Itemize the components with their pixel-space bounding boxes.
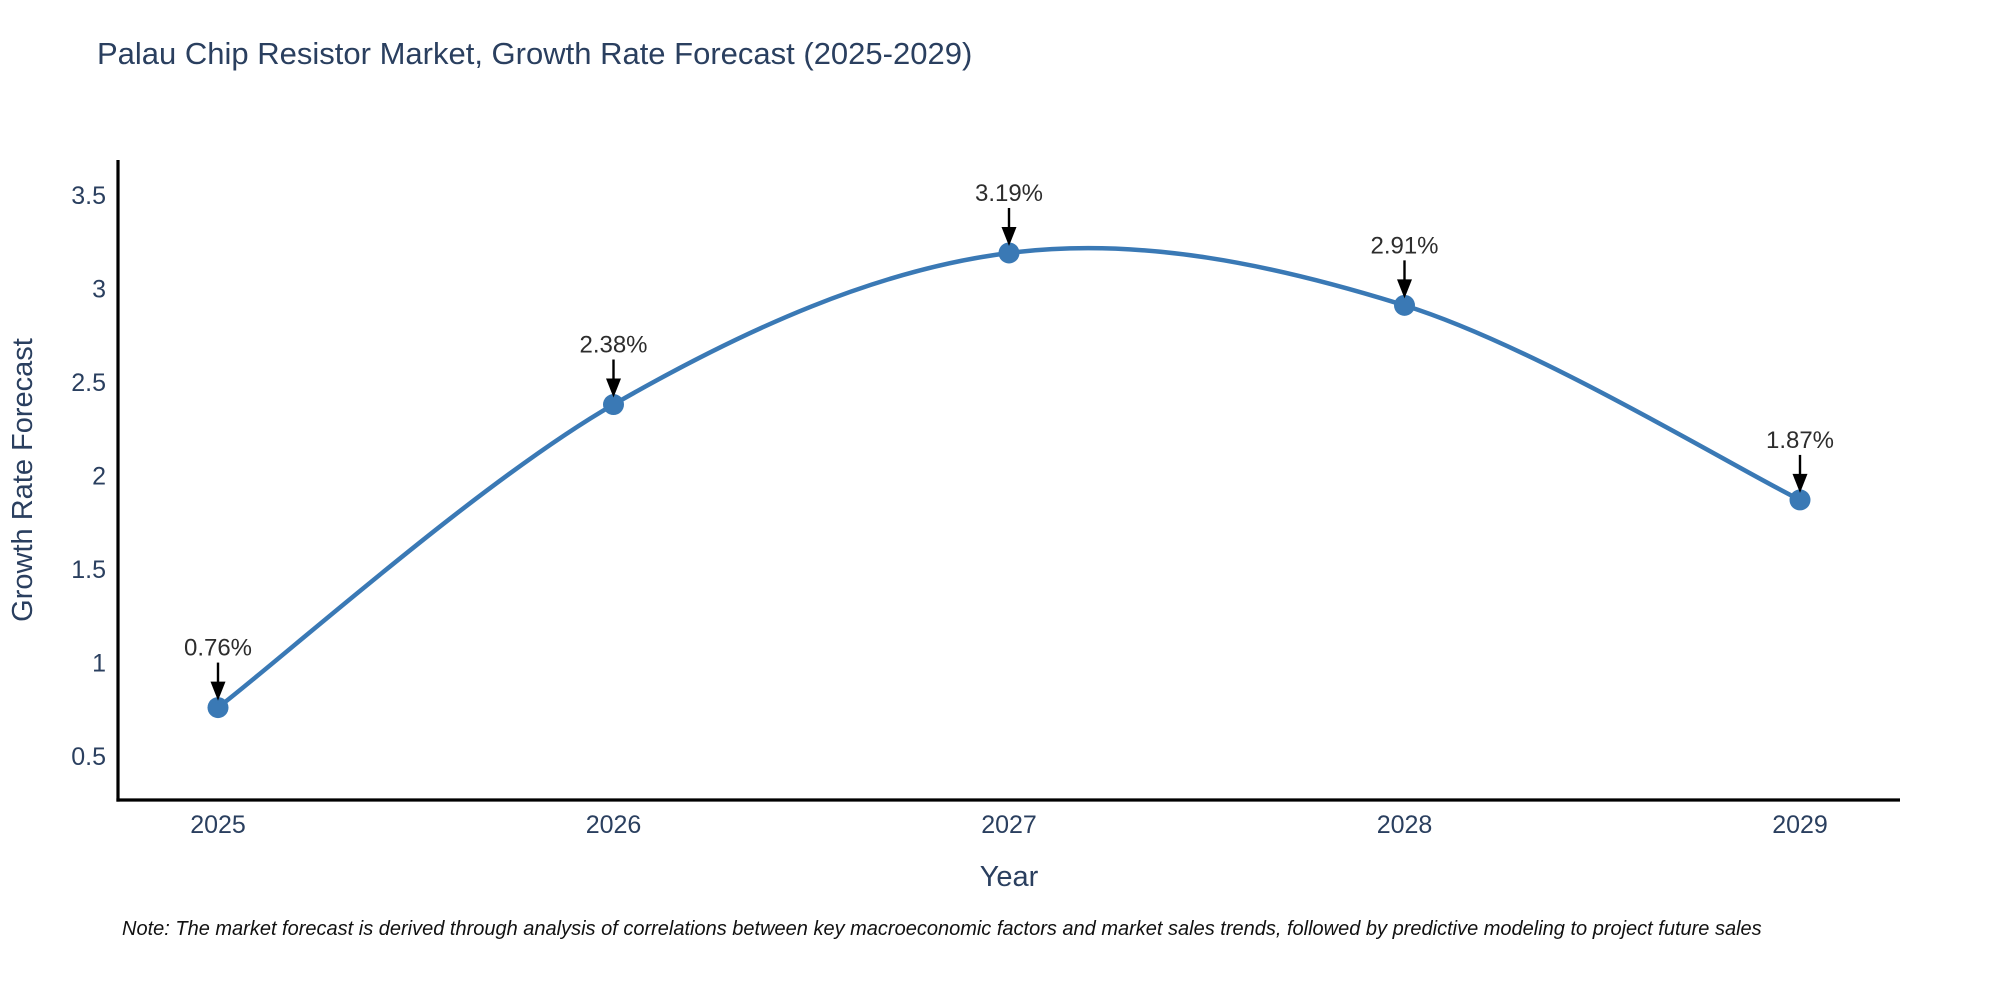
annotation-arrowhead-icon <box>1001 226 1017 246</box>
y-tick-label: 3.5 <box>71 182 106 210</box>
data-point-marker[interactable] <box>207 697 229 719</box>
y-tick-label: 2 <box>92 463 106 491</box>
x-tick-label: 2027 <box>981 811 1037 839</box>
data-point-label: 0.76% <box>184 635 252 662</box>
forecast-line <box>215 245 1803 710</box>
chart-title: Palau Chip Resistor Market, Growth Rate … <box>97 36 973 71</box>
data-point-marker[interactable] <box>998 242 1020 264</box>
y-tick-label: 3 <box>92 276 106 304</box>
x-tick-label: 2025 <box>190 811 246 839</box>
annotation-arrowhead-icon <box>1792 473 1808 493</box>
y-axis-title: Growth Rate Forecast <box>7 338 39 622</box>
annotation-arrowhead-icon <box>1397 279 1412 299</box>
y-tick-label: 2.5 <box>71 369 106 397</box>
data-point-label: 3.19% <box>975 180 1043 207</box>
data-point-label: 1.87% <box>1766 427 1834 454</box>
data-point-marker[interactable] <box>603 394 624 416</box>
x-axis-title: Year <box>980 861 1039 893</box>
x-tick-label: 2029 <box>1772 811 1828 839</box>
y-tick-label: 1 <box>92 650 106 678</box>
y-tick-label: 1.5 <box>71 556 106 584</box>
data-point-marker[interactable] <box>1789 489 1811 511</box>
data-point-marker[interactable] <box>1394 294 1415 316</box>
footnote: Note: The market forecast is derived thr… <box>122 918 1762 940</box>
x-tick-label: 2026 <box>586 811 642 839</box>
x-tick-label: 2028 <box>1377 811 1433 839</box>
y-tick-label: 0.5 <box>71 743 106 771</box>
annotation-arrowhead-icon <box>210 681 226 701</box>
annotation-arrowhead-icon <box>606 378 621 398</box>
data-point-label: 2.91% <box>1370 232 1438 259</box>
data-point-label: 2.38% <box>579 332 647 359</box>
